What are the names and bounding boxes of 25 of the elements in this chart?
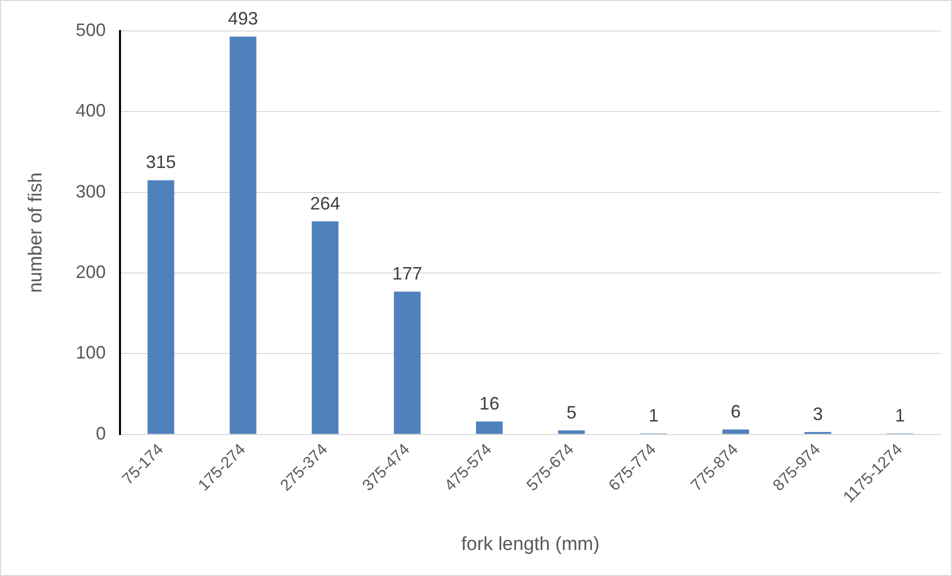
data-label: 5 (566, 402, 576, 422)
data-label: 493 (228, 8, 258, 29)
data-label: 16 (479, 393, 500, 414)
y-axis-title: number of fish (26, 172, 47, 293)
data-label: 3 (812, 404, 823, 424)
x-axis-title: fork length (mm) (461, 534, 600, 555)
bar (312, 221, 338, 434)
bar (230, 36, 256, 434)
y-tick-label: 300 (76, 181, 106, 202)
data-label: 6 (730, 401, 741, 422)
y-tick-label: 100 (76, 342, 106, 363)
bar (722, 430, 750, 434)
y-tick-label: 200 (76, 262, 106, 282)
y-tick-label: 400 (76, 100, 106, 121)
data-label: 1 (648, 406, 659, 426)
data-label: 1 (894, 406, 905, 426)
y-tick-label: 0 (96, 423, 106, 444)
data-label: 315 (146, 152, 176, 172)
bar (558, 430, 585, 434)
bar (394, 292, 421, 434)
bar (476, 421, 503, 434)
data-label: 264 (310, 193, 340, 214)
bar (148, 180, 174, 434)
y-tick-label: 500 (76, 20, 106, 40)
data-label: 177 (392, 264, 422, 284)
